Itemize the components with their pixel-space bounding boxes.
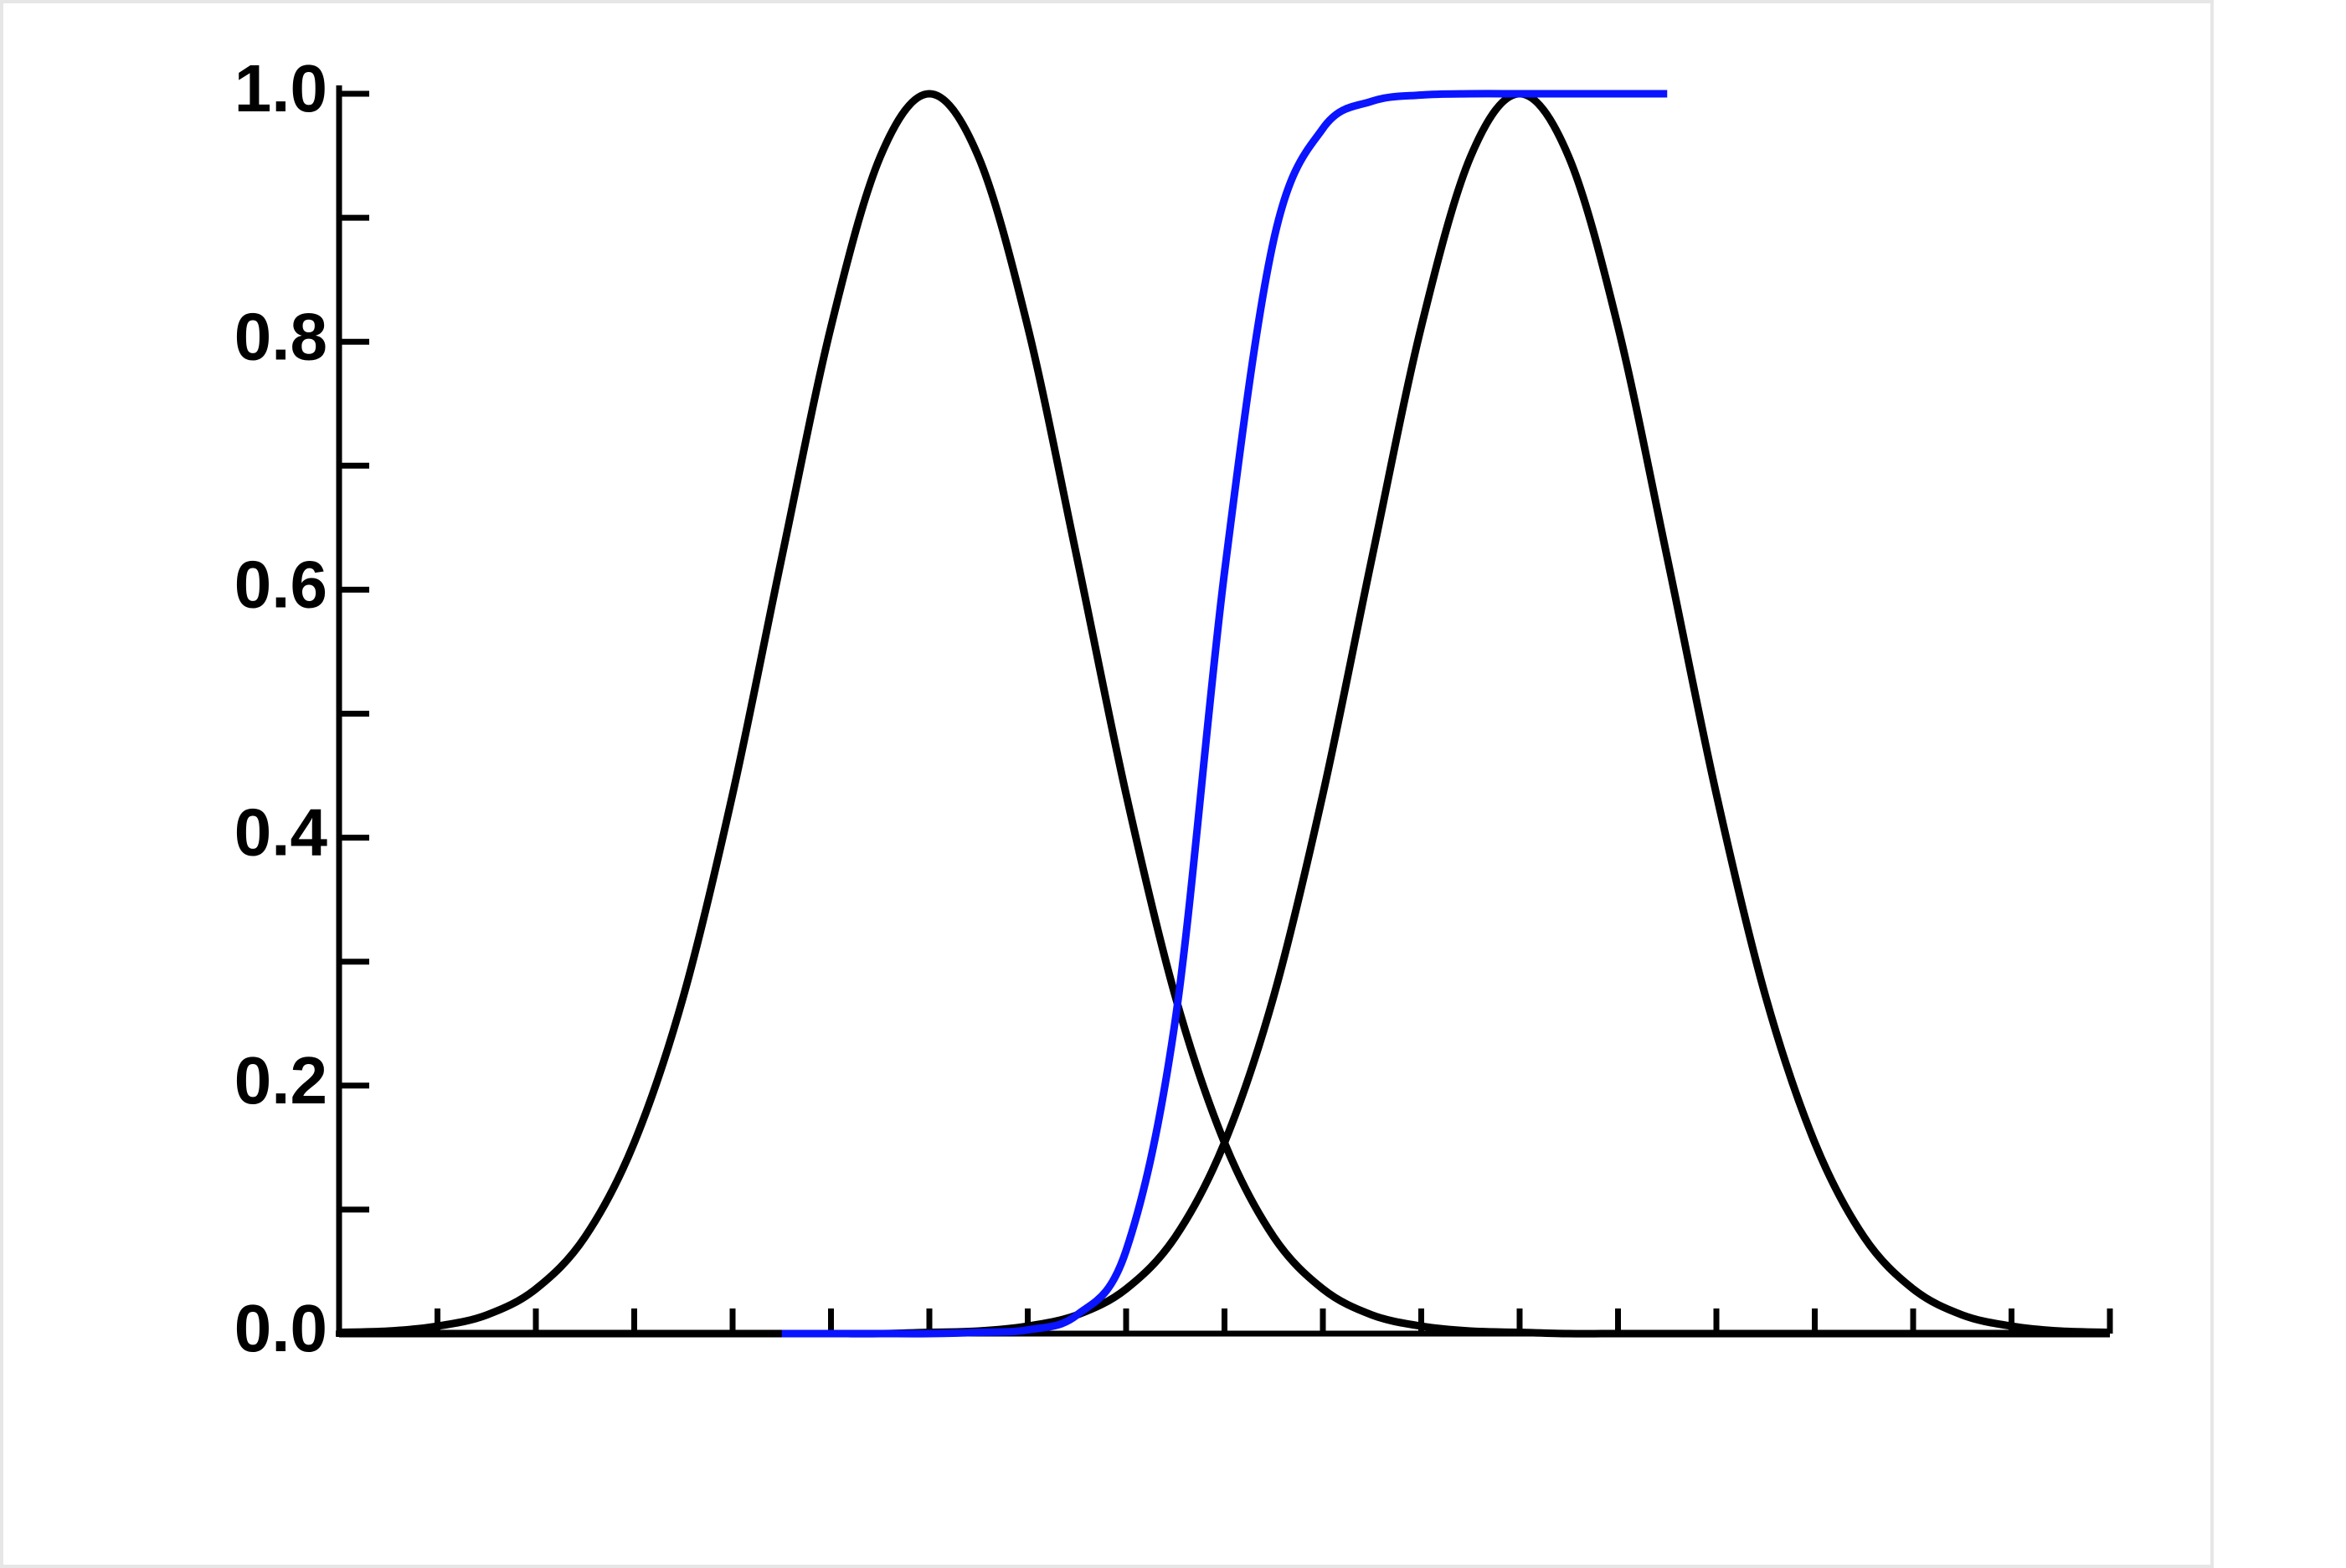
series-line: [338, 90, 2111, 1338]
series-line: [338, 90, 2110, 1338]
series-line: [781, 90, 1668, 1338]
y-tick-label: 0.4: [234, 795, 328, 870]
y-tick-label: 0.8: [234, 299, 327, 373]
y-tick-label: 1.0: [234, 51, 327, 126]
y-tick-label: 0.2: [234, 1043, 327, 1118]
y-tick-label: 0.0: [234, 1291, 327, 1365]
y-tick-label: 0.6: [234, 548, 327, 622]
